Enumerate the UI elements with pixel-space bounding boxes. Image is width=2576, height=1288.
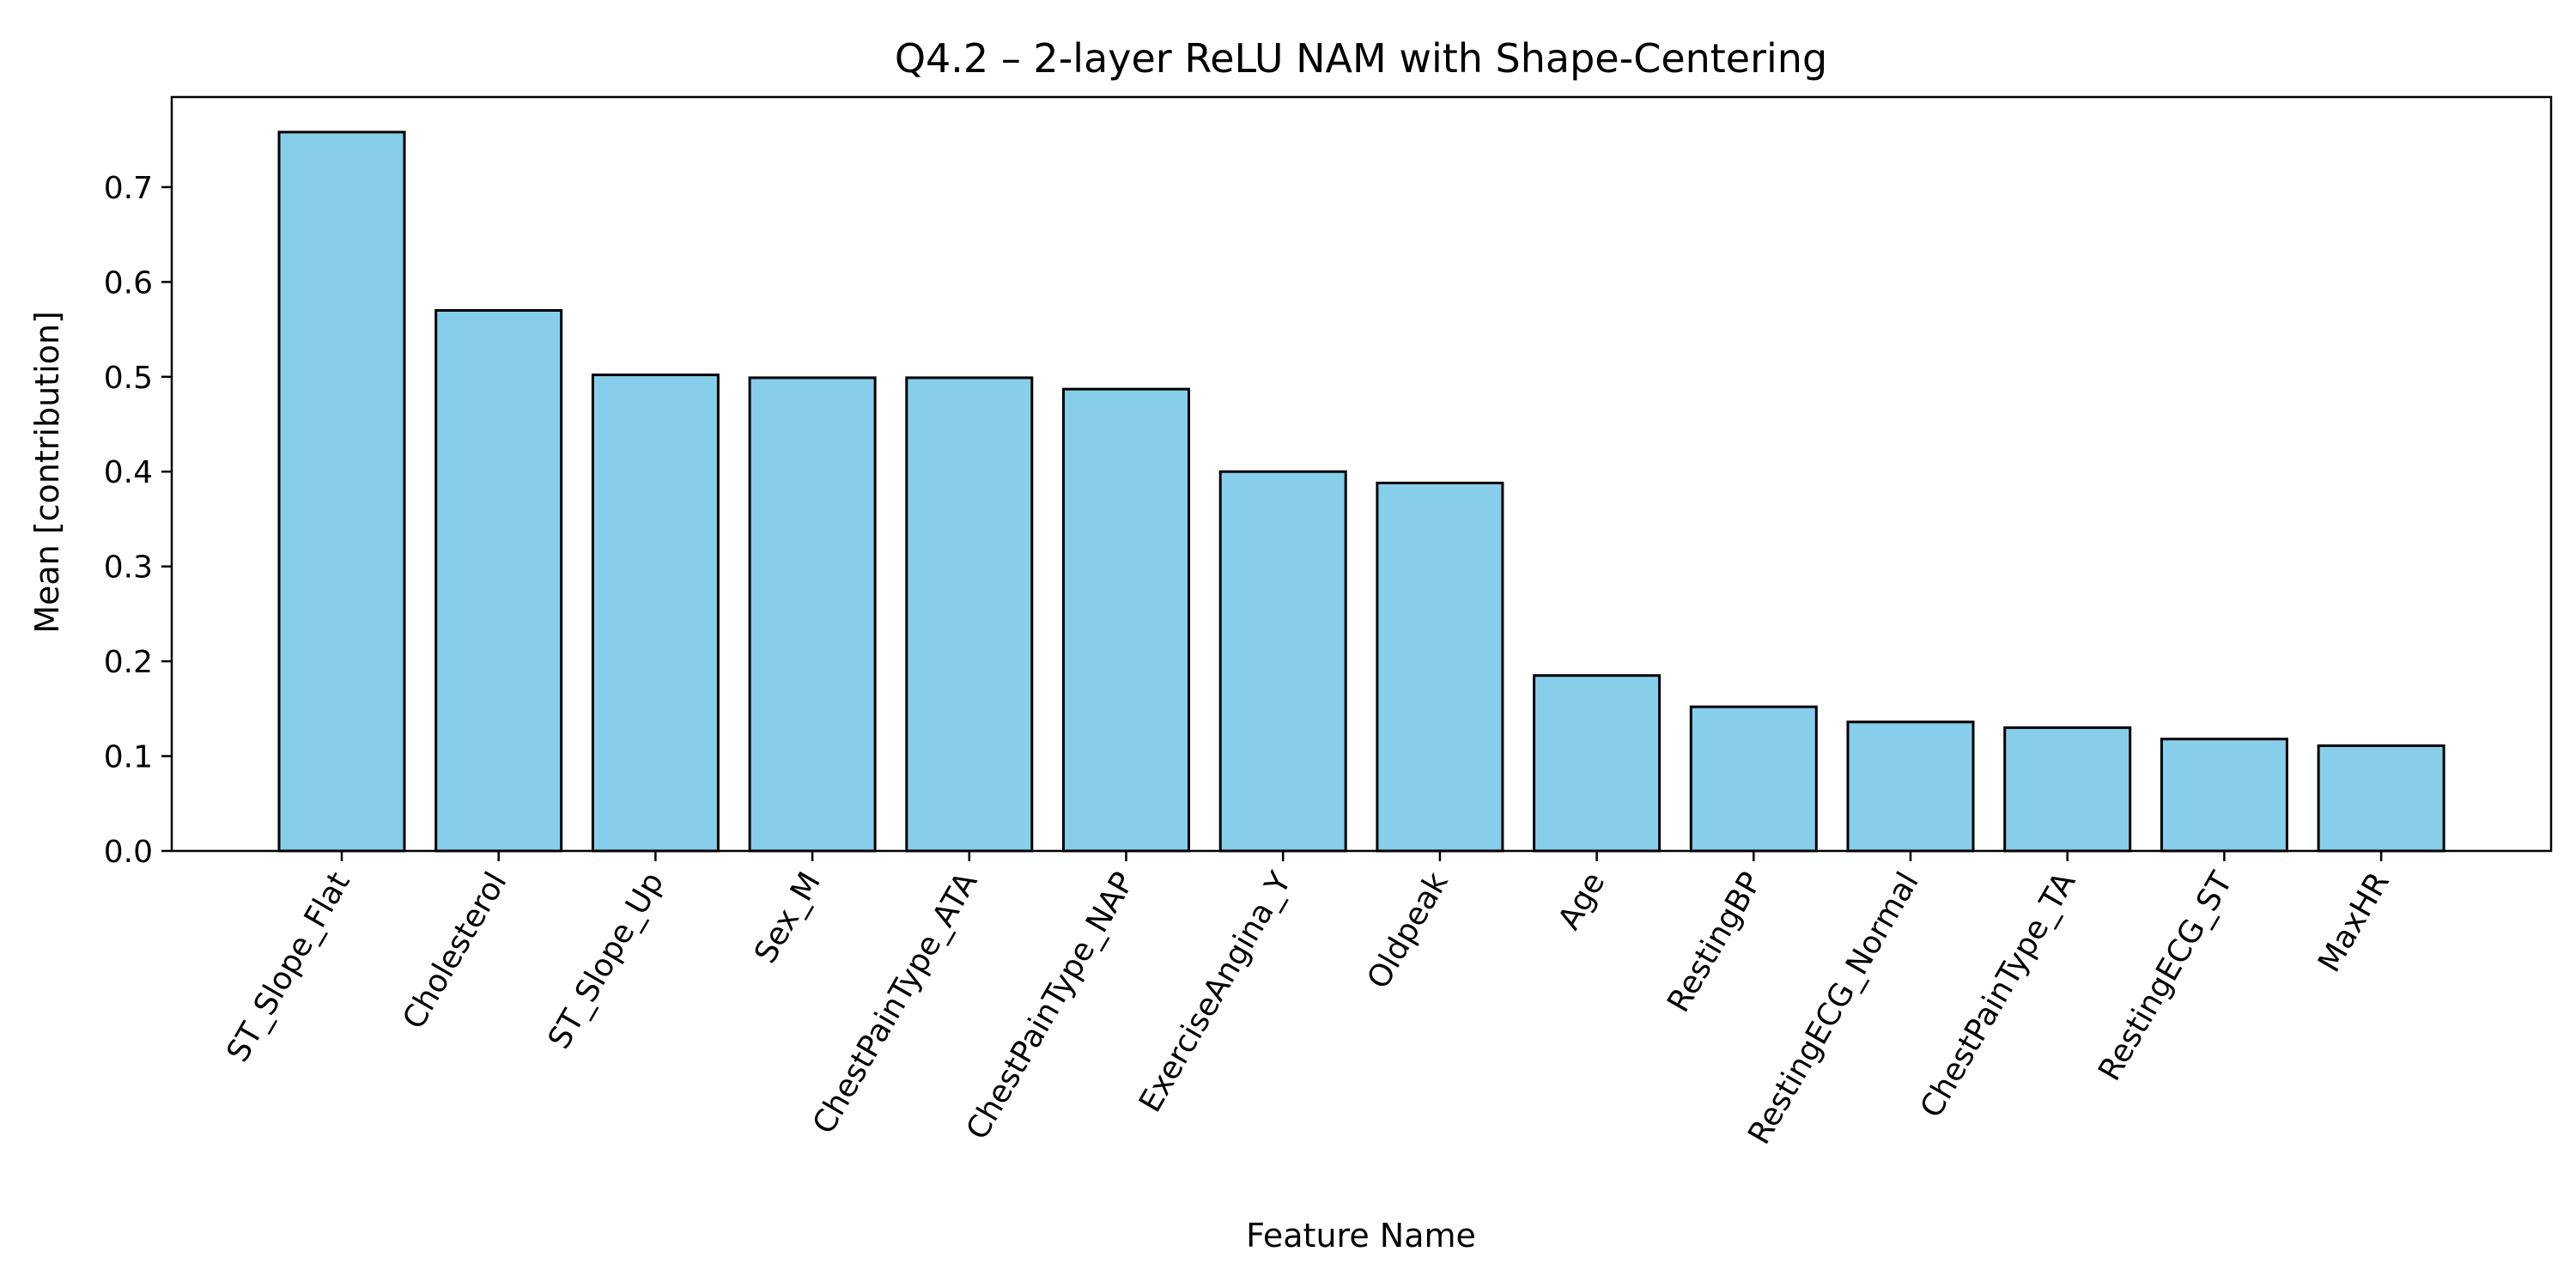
x-tick-label: ChestPainType_ATA [806, 866, 985, 1140]
y-tick-label: 0.6 [104, 265, 153, 301]
bar-cholesterol [434, 308, 563, 853]
bar-restingecg-normal [1846, 720, 1975, 853]
x-tick-label: ChestPainType_TA [1914, 866, 2083, 1124]
bar-exerciseangina-y [1218, 470, 1347, 853]
bar-st-slope-up [591, 374, 720, 853]
x-tick-label: MaxHR [2312, 866, 2397, 978]
x-tick-label: ST_Slope_Flat [220, 866, 356, 1068]
x-tick-label: ST_Slope_Up [542, 866, 671, 1055]
y-axis-ticks: 0.0 0.1 0.2 0.3 0.4 0.5 0.6 0.7 [104, 171, 172, 870]
bar-sex-m [748, 376, 877, 853]
x-tick-label: ExerciseAngina_Y [1133, 866, 1298, 1118]
x-tick-label: Age [1552, 866, 1612, 936]
y-tick-label: 0.2 [104, 645, 153, 680]
x-tick-label: Cholesterol [396, 866, 513, 1035]
bar-age [1533, 674, 1662, 853]
bar-chestpaintype-ta [2003, 726, 2132, 853]
bar-maxhr [2317, 744, 2445, 853]
bar-st-slope-flat [277, 131, 406, 853]
x-tick-label: Oldpeak [1361, 866, 1455, 995]
plot-frame [170, 95, 2553, 853]
x-tick-label: RestingECG_ST [2092, 866, 2239, 1087]
bar-oldpeak [1376, 481, 1504, 853]
y-axis-title: Mean [contribution] [28, 311, 66, 634]
x-tick-label: RestingBP [1661, 866, 1769, 1018]
chart-title: Q4.2 – 2-layer ReLU NAM with Shape-Cente… [895, 35, 1827, 82]
x-tick-label: RestingECG_Normal [1741, 866, 1926, 1151]
y-tick-label: 0.4 [104, 455, 153, 490]
x-axis-title: Feature Name [1246, 1217, 1476, 1255]
bar-restingbp [1689, 705, 1818, 853]
x-axis-ticks: ST_Slope_Flat Cholesterol ST_Slope_Up Sex_M… [220, 851, 2397, 1151]
y-tick-label: 0.0 [104, 835, 153, 870]
y-tick-label: 0.7 [104, 171, 153, 206]
x-tick-label: ChestPainType_NAP [960, 866, 1141, 1145]
bar-restingecg-st [2160, 738, 2288, 853]
bar-chestpaintype-ata [905, 376, 1034, 853]
y-tick-label: 0.1 [104, 740, 153, 775]
x-tick-label: Sex_M [748, 866, 828, 969]
bars-layer [277, 131, 2445, 853]
y-tick-label: 0.5 [104, 361, 153, 396]
bar-chestpaintype-nap [1062, 387, 1190, 853]
y-tick-label: 0.3 [104, 550, 153, 586]
